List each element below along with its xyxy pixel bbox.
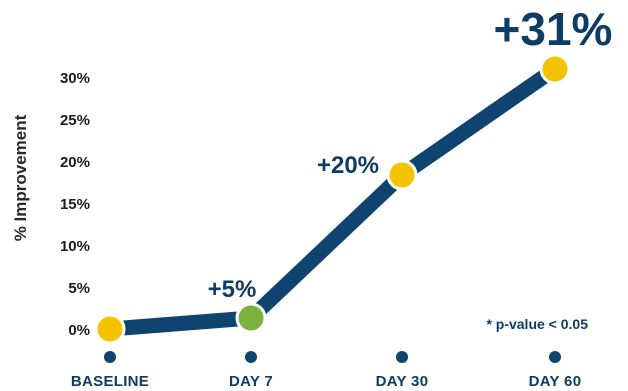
data-point [539, 53, 571, 85]
y-tick-label: 30% [60, 70, 90, 87]
data-label: +31% [494, 3, 613, 55]
x-tick-label: DAY 60 [529, 373, 582, 390]
x-tick-label: BASELINE [71, 373, 149, 390]
y-tick-label: 0% [68, 322, 90, 339]
x-axis-dot [549, 351, 561, 363]
y-tick-label: 5% [68, 280, 90, 297]
y-axis-ticks: 0% 5% 10% 15% 20% 25% 30% [60, 70, 90, 339]
data-point [94, 313, 126, 345]
data-label: +5% [208, 276, 257, 303]
y-axis-label: % Improvement [11, 114, 30, 241]
series-line-group [102, 61, 563, 337]
data-points [94, 53, 571, 345]
data-labels: +5% +20% +31% [208, 3, 613, 303]
x-axis-ticks: BASELINE DAY 7 DAY 30 DAY 60 [71, 373, 581, 390]
x-axis-dots [104, 351, 561, 363]
data-point [235, 302, 267, 334]
x-tick-label: DAY 7 [229, 373, 273, 390]
y-tick-label: 15% [60, 196, 90, 213]
series-line [102, 61, 563, 337]
data-label: +20% [317, 152, 379, 179]
x-axis-dot [245, 351, 257, 363]
data-point [386, 159, 418, 191]
x-axis-dot [104, 351, 116, 363]
y-tick-label: 20% [60, 154, 90, 171]
x-axis-dot [396, 351, 408, 363]
y-tick-label: 10% [60, 238, 90, 255]
p-value-note: * p-value < 0.05 [486, 316, 588, 332]
x-tick-label: DAY 30 [376, 373, 429, 390]
y-tick-label: 25% [60, 112, 90, 129]
